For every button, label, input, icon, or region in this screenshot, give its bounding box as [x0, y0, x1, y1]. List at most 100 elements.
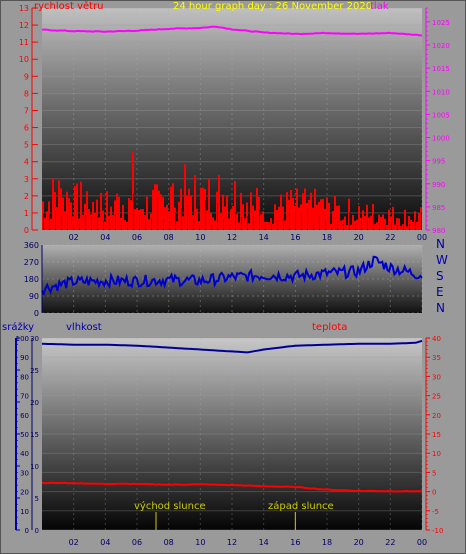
humidity-tick-label: 40 — [20, 450, 29, 458]
wind-gust-bar — [169, 220, 170, 230]
wind-gust-bar — [199, 226, 200, 230]
wind-speed-bar — [256, 188, 258, 230]
hour-tick-label: 04 — [100, 538, 110, 547]
wind-gust-bar — [241, 217, 242, 230]
wind-speed-bar — [362, 210, 364, 230]
wind-speed-bar — [170, 186, 172, 230]
wind-gust-bar — [139, 215, 140, 230]
wind-speed-bar — [400, 226, 402, 230]
rain-tick-label: 0 — [35, 527, 39, 535]
wind-direction-tick-label: 270 — [24, 258, 39, 267]
hour-tick-label: 04 — [100, 233, 110, 242]
humidity-tick-label: 80 — [20, 373, 29, 381]
wind-speed-bar — [168, 211, 170, 230]
wind-gust-bar — [271, 224, 272, 230]
wind-gust-bar — [325, 218, 326, 230]
wind-speed-bar — [386, 225, 388, 230]
pressure-tick-label: 1010 — [432, 88, 450, 96]
temperature-tick-label: 40 — [432, 335, 441, 343]
wind-speed-bar — [132, 151, 134, 230]
wind-pressure-x-axis: 02 04 06 08 10 12 14 16 18 20 22 00 — [69, 233, 428, 242]
wind-direction-grid — [42, 244, 423, 314]
wind-pressure-plot-area — [42, 8, 422, 230]
wind-speed-bar — [148, 219, 150, 230]
wind-speed-bar — [228, 218, 230, 230]
wind-gust-bar — [247, 216, 248, 230]
hour-tick-label: 08 — [164, 233, 174, 242]
pressure-tick-label: 1000 — [432, 135, 450, 143]
wind-speed-bar — [392, 206, 394, 230]
wind-speed-bar — [234, 181, 236, 230]
wind-gust-bar — [211, 224, 212, 230]
wind-speed-bar — [62, 197, 64, 230]
hour-tick-label: 10 — [195, 538, 205, 547]
wind-speed-bar — [340, 220, 342, 230]
wind-speed-bar — [120, 217, 122, 230]
sunset-label: západ slunce — [268, 501, 334, 512]
wind-speed-bar — [366, 204, 368, 230]
wind-speed-bar — [188, 188, 190, 230]
rain-axis — [15, 337, 20, 531]
wind-speed-tick-label: 13 — [19, 4, 29, 13]
wind-speed-bar — [278, 206, 280, 230]
wind-speed-bar — [218, 174, 220, 230]
wind-speed-bar — [124, 220, 126, 230]
wind-gust-bar — [229, 224, 230, 230]
humidity-tick-label: 30 — [20, 469, 29, 477]
wind-speed-bar — [356, 219, 358, 230]
wind-gust-bar — [235, 212, 236, 230]
wind-speed-bar — [396, 218, 398, 230]
wind-speed-bar — [316, 204, 318, 230]
wind-speed-bar — [290, 190, 292, 230]
wind-speed-bar — [374, 224, 376, 230]
wind-direction-tick-label: 90 — [29, 292, 39, 301]
wind-speed-bar — [410, 219, 412, 230]
hour-tick-label: 22 — [385, 233, 395, 242]
wind-speed-bar — [230, 209, 232, 230]
wind-gust-bar — [133, 193, 134, 230]
wind-speed-tick-label: 6 — [24, 124, 29, 133]
wind-speed-bar — [404, 209, 406, 230]
wind-speed-bar — [338, 205, 340, 230]
wind-speed-bar — [322, 198, 324, 230]
wind-speed-bar — [98, 217, 100, 230]
wind-speed-bar — [308, 199, 310, 230]
sun-markers — [155, 512, 296, 530]
wind-speed-bar — [176, 221, 178, 230]
wind-speed-bar — [88, 209, 90, 230]
temperature-tick-label: 5 — [432, 469, 436, 477]
temperature-tick-label: 0 — [432, 489, 436, 497]
wind-speed-bar — [92, 202, 94, 230]
wind-gust-bar — [253, 213, 254, 230]
wind-speed-bar — [364, 215, 366, 230]
wind-speed-bar — [102, 210, 104, 230]
temperature-tick-label: 35 — [432, 354, 441, 362]
humidity-temperature-x-axis: 02 04 06 08 10 12 14 16 18 20 22 00 — [69, 538, 428, 547]
wind-speed-bar — [46, 211, 48, 230]
wind-gust-bar — [115, 215, 116, 230]
wind-speed-bar — [244, 218, 246, 230]
wind-speed-bar — [336, 205, 338, 230]
wind-speed-bar — [418, 213, 420, 230]
humidity-temperature-plot-area — [42, 338, 422, 530]
humidity-tick-label: 0 — [25, 527, 29, 535]
wind-speed-bar — [58, 180, 60, 230]
wind-speed-bar — [142, 209, 144, 230]
wind-speed-bar — [200, 187, 202, 230]
wind-speed-bar — [284, 220, 286, 230]
wind-gust-bar — [385, 226, 386, 230]
hour-tick-label: 16 — [290, 538, 300, 547]
pressure-legend-label: tlak — [370, 1, 389, 12]
wind-speed-bar — [224, 206, 226, 230]
wind-direction-axis: 0 90 180 270 360 — [24, 241, 43, 318]
wind-speed-bar — [74, 186, 76, 230]
wind-gust-bar — [319, 216, 320, 230]
wind-gust-bar — [217, 202, 218, 230]
hour-tick-label: 02 — [69, 233, 79, 242]
rain-tick-label: 25 — [30, 367, 39, 375]
humidity-tick-label: 10 — [20, 508, 29, 516]
hour-tick-label: 06 — [132, 538, 142, 547]
wind-speed-bar — [412, 222, 414, 230]
